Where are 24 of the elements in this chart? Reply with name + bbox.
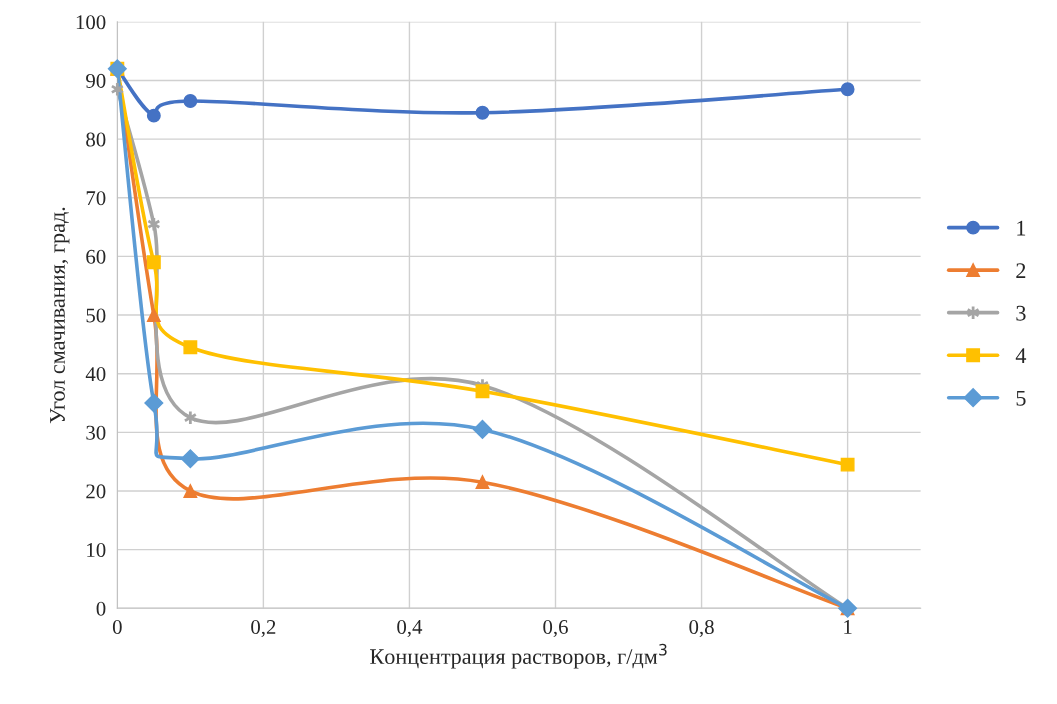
y-axis-title: Угол смачивания, град. <box>50 207 70 424</box>
x-tick-label: 0,2 <box>251 619 276 638</box>
x-tick-label: 1 <box>844 620 852 634</box>
x-tick-label: 0,8 <box>689 619 714 638</box>
legend-label: 4 <box>1015 348 1027 363</box>
y-tick-label: 40 <box>85 367 106 382</box>
legend-label: 3 <box>1016 305 1026 321</box>
y-tick-label: 10 <box>87 542 106 558</box>
y-tick-label: 100 <box>76 15 106 30</box>
legend-label: 2 <box>1016 263 1026 278</box>
y-tick-label: 20 <box>86 484 106 499</box>
legend-label: 1 <box>1017 220 1026 236</box>
y-tick-label: 30 <box>86 425 106 440</box>
x-tick-label: 0 <box>112 619 122 635</box>
x-tick-label: 0,6 <box>543 619 568 638</box>
y-tick-label: 0 <box>96 601 106 616</box>
legend-label: 5 <box>1016 390 1026 406</box>
y-tick-label: 90 <box>86 73 106 88</box>
x-tick-label: 0,4 <box>397 619 423 638</box>
y-tick-label: 80 <box>86 132 106 147</box>
y-tick-label: 60 <box>86 249 106 264</box>
x-axis-title: Концентрация растворов, г/дм$^{3}$ <box>370 643 667 669</box>
y-tick-label: 50 <box>86 308 106 323</box>
y-tick-label: 70 <box>86 191 106 206</box>
